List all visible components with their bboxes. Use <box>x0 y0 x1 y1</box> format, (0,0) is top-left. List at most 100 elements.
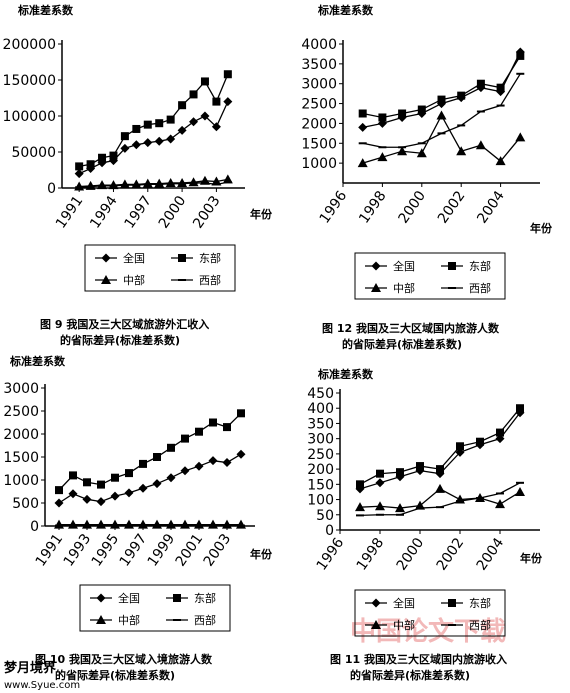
caption: 图 11 我国及三大区域国内旅游收入 <box>330 652 507 666</box>
marker-square <box>98 153 107 162</box>
marker-diamond <box>371 261 381 271</box>
marker-square <box>223 70 232 79</box>
marker-square <box>153 453 161 461</box>
x-axis-label: 年份 <box>530 221 553 235</box>
y-tick-label: 0 <box>47 181 56 197</box>
marker-triangle <box>101 275 111 284</box>
marker-diamond <box>68 489 78 499</box>
marker-diamond <box>375 478 385 488</box>
marker-diamond <box>166 134 176 144</box>
marker-triangle <box>416 148 427 158</box>
marker-square <box>396 468 404 477</box>
marker-triangle <box>371 283 381 292</box>
marker-triangle <box>142 178 153 188</box>
marker-diamond <box>131 140 141 150</box>
marker-square <box>189 90 198 99</box>
legend-label: 西部 <box>469 618 491 632</box>
y-tick-label: 2000 <box>3 427 39 443</box>
y-axis-label: 标准差系数 <box>9 354 66 368</box>
legend-label: 东部 <box>469 259 491 273</box>
legend-label: 全国 <box>393 259 415 273</box>
marker-triangle <box>515 486 525 496</box>
marker-triangle <box>85 180 96 190</box>
marker-square <box>143 120 152 129</box>
marker-square <box>457 91 466 100</box>
marker-square <box>139 459 147 468</box>
marker-diamond <box>74 169 84 179</box>
legend-label: 中部 <box>393 281 415 295</box>
marker-square <box>223 423 231 432</box>
marker-diamond <box>101 253 111 263</box>
marker-triangle <box>377 152 388 162</box>
y-tick-label: 150 <box>307 477 334 493</box>
marker-diamond <box>82 494 92 504</box>
y-tick-label: 300 <box>307 432 334 448</box>
caption: 的省际差异(标准差系数) <box>342 337 462 351</box>
marker-square <box>516 51 525 60</box>
marker-square <box>69 471 77 480</box>
marker-triangle <box>495 499 505 509</box>
marker-diamond <box>154 136 164 146</box>
marker-square <box>496 83 505 92</box>
marker-triangle <box>357 158 368 168</box>
marker-diamond <box>166 473 176 483</box>
marker-triangle <box>435 483 445 493</box>
watermark: 梦月境界 <box>4 660 56 676</box>
y-tick-label: 2500 <box>3 404 39 420</box>
marker-diamond <box>54 498 64 508</box>
marker-square <box>55 486 63 495</box>
marker-diamond <box>200 111 210 121</box>
marker-square <box>200 77 209 86</box>
marker-square <box>155 119 164 128</box>
marker-diamond <box>180 466 190 476</box>
marker-diamond <box>222 458 232 468</box>
marker-diamond <box>189 117 199 127</box>
marker-triangle <box>165 177 176 187</box>
marker-triangle <box>456 146 467 156</box>
legend-label: 全国 <box>123 251 145 265</box>
y-axis-label: 标准差系数 <box>17 3 74 17</box>
marker-triangle <box>154 178 165 188</box>
legend-label: 东部 <box>469 596 491 610</box>
x-axis-label: 年份 <box>250 547 273 561</box>
marker-square <box>97 480 105 489</box>
marker-square <box>109 151 118 160</box>
marker-square <box>120 132 129 141</box>
marker-diamond <box>143 138 153 148</box>
y-tick-label: 0 <box>30 519 39 535</box>
marker-square <box>476 79 485 88</box>
legend-box <box>79 584 231 632</box>
y-tick-label: 200000 <box>3 37 56 53</box>
legend-label: 中部 <box>118 613 140 627</box>
legend-label: 西部 <box>469 281 491 295</box>
marker-triangle <box>397 146 408 156</box>
y-tick-label: 1500 <box>301 136 337 152</box>
marker-square <box>209 418 217 427</box>
marker-square <box>166 115 175 124</box>
legend-label: 西部 <box>194 613 216 627</box>
marker-triangle <box>355 502 365 512</box>
y-tick-label: 500 <box>12 496 39 512</box>
marker-diamond <box>120 143 130 153</box>
marker-square <box>417 105 426 114</box>
marker-square <box>436 465 444 474</box>
y-tick-label: 100000 <box>3 109 56 125</box>
marker-triangle <box>131 179 142 189</box>
marker-diamond <box>358 122 368 132</box>
legend-label: 全国 <box>393 596 415 610</box>
marker-diamond <box>371 598 381 608</box>
caption: 图 12 我国及三大区域国内旅游人数 <box>322 321 500 335</box>
marker-square <box>132 124 141 133</box>
y-tick-label: 200 <box>307 462 334 478</box>
marker-square <box>237 409 245 418</box>
legend-box <box>84 244 236 292</box>
marker-square <box>83 478 91 487</box>
marker-diamond <box>96 593 106 603</box>
marker-triangle <box>495 156 506 166</box>
y-tick-label: 150000 <box>3 73 56 89</box>
marker-diamond <box>194 461 204 471</box>
marker-square <box>516 404 524 413</box>
y-tick-label: 350 <box>307 416 334 432</box>
y-tick-label: 50 <box>316 508 334 524</box>
